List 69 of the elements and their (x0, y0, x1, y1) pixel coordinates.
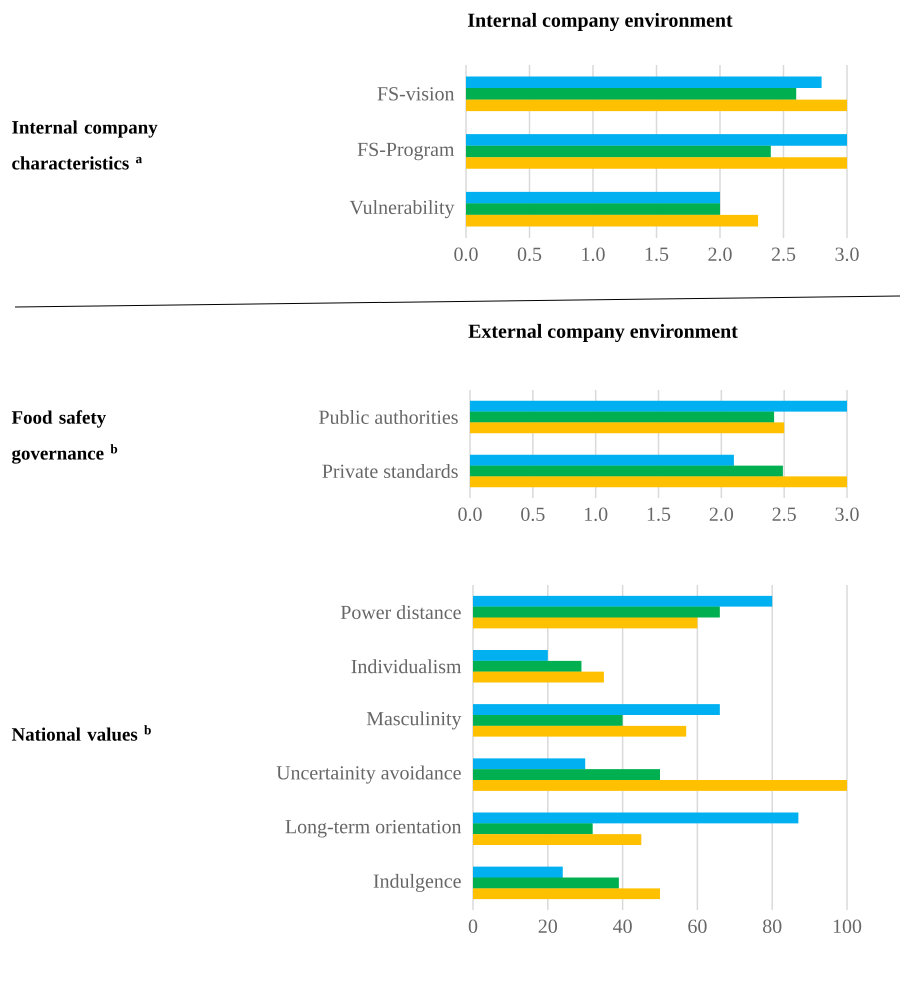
x-tick-label: 60 (688, 920, 707, 933)
x-tick-label: 2.0 (710, 508, 734, 522)
chart-title: External company environment (468, 324, 738, 342)
bar (466, 134, 848, 146)
bar (473, 769, 660, 780)
bar (473, 596, 772, 607)
bar (466, 88, 796, 100)
x-tick-label: 2.0 (708, 248, 732, 262)
x-tick-label: 0.0 (458, 508, 482, 522)
y-axis-title: National values $^{b}$ (12, 725, 151, 741)
bar (473, 726, 686, 737)
x-tick-label: 100 (834, 920, 862, 933)
x-tick-label: 1.0 (582, 248, 605, 262)
bar (473, 812, 798, 824)
bar (470, 454, 734, 466)
bar (466, 100, 848, 112)
y-tick-label: Private standards (322, 464, 458, 478)
x-tick-label: 0.5 (518, 248, 542, 262)
y-tick-label: Power distance (340, 605, 461, 620)
x-tick-label: 1.0 (584, 508, 608, 522)
y-tick-label: Masculinity (366, 711, 462, 730)
bar (473, 650, 548, 661)
x-tick-label: 3.0 (836, 248, 859, 262)
bar (473, 618, 698, 628)
bar (473, 715, 623, 726)
y-tick-label: Vulnerability (350, 200, 454, 218)
bar (470, 400, 847, 412)
bar (466, 76, 822, 88)
bar (470, 412, 774, 422)
x-tick-label: 0 (468, 920, 478, 933)
x-tick-label: 0.0 (454, 248, 478, 262)
bar (473, 877, 619, 888)
x-tick-label: 1.5 (646, 248, 668, 261)
x-tick-label: 80 (763, 920, 782, 933)
bar (473, 823, 593, 834)
bar (473, 704, 720, 715)
bar (466, 157, 848, 169)
y-axis-title: Food safety governance $^{b}$ (12, 410, 118, 464)
bar (466, 203, 720, 215)
bar (473, 660, 582, 672)
y-tick-label: Public authorities (319, 410, 458, 424)
x-tick-label: 3.0 (836, 508, 859, 522)
x-tick-label: 1.5 (648, 508, 670, 521)
bar (466, 146, 771, 158)
y-tick-label: Indulgence (374, 874, 461, 892)
bar (473, 758, 586, 770)
bar (473, 888, 660, 900)
x-tick-label: 2.5 (772, 248, 796, 261)
bar (473, 606, 720, 618)
bar (466, 192, 720, 204)
y-axis-title: Internal company characteristics $^{a}$ (12, 120, 158, 170)
bar (473, 672, 604, 682)
y-tick-label: Long-term orientation (286, 820, 462, 838)
x-tick-label: 20 (538, 920, 558, 933)
x-tick-label: 0.5 (521, 508, 545, 522)
bar (470, 466, 783, 476)
x-tick-label: 40 (613, 920, 632, 933)
y-tick-label: FS-Program (358, 142, 454, 160)
bar (466, 214, 758, 226)
x-tick-label: 2.5 (772, 508, 796, 521)
bar (473, 834, 642, 845)
chart-title: Internal company environment (468, 12, 733, 32)
y-tick-label: Individualism (352, 659, 462, 674)
bar (473, 866, 563, 878)
y-tick-label: Uncertainity avoidance (276, 766, 461, 784)
y-tick-label: FS-vision (378, 87, 454, 101)
bar (473, 780, 848, 791)
bar (470, 422, 784, 434)
bar (470, 476, 847, 488)
